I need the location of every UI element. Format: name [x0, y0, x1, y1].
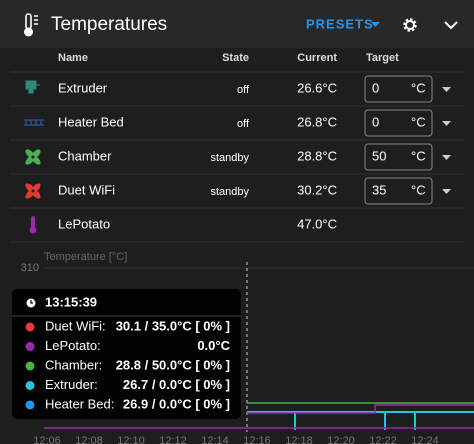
- tooltip-bg: [12, 289, 241, 419]
- presets-button[interactable]: PRESETS: [306, 16, 374, 31]
- x-tick-label: 12:22: [369, 435, 397, 444]
- column-header: Current: [297, 52, 337, 64]
- heater-state: standby: [210, 186, 249, 198]
- lepotato-line: [247, 404, 474, 414]
- fan-hub: [31, 155, 35, 159]
- target-value: 0: [372, 114, 379, 129]
- series-value: 26.9 / 0.0°C [ 0% ]: [123, 396, 230, 411]
- heater-bed-icon: [24, 119, 44, 126]
- target-dropdown[interactable]: [442, 87, 451, 92]
- series-dot: [25, 322, 35, 332]
- x-tick-label: 12:20: [327, 435, 355, 444]
- series-label: Extruder:: [45, 377, 98, 392]
- x-tick-label: 12:06: [33, 435, 61, 444]
- extruder-line: [247, 411, 474, 430]
- target-input[interactable]: [364, 177, 433, 205]
- heater-current: 28.8°C: [297, 148, 337, 163]
- x-tick-label: 12:10: [117, 435, 145, 444]
- heater-state: off: [237, 84, 250, 96]
- target-unit: °C: [411, 114, 426, 129]
- sensor-icon: [31, 216, 35, 229]
- clock-hands: [30, 300, 33, 304]
- series-label: Chamber:: [45, 357, 102, 372]
- target-value: 0: [372, 80, 379, 95]
- heater-state: off: [237, 118, 250, 130]
- target-dropdown[interactable]: [442, 121, 451, 126]
- settings-button[interactable]: [403, 18, 417, 32]
- tooltip-time: 13:15:39: [45, 294, 97, 309]
- y-tick-label: 310: [21, 262, 39, 274]
- heater-name: Extruder: [58, 80, 108, 95]
- heater-name: LePotato: [58, 216, 110, 231]
- heater-name: Heater Bed: [58, 114, 124, 129]
- presets-caret[interactable]: [371, 22, 380, 27]
- heater-current: 30.2°C: [297, 182, 337, 197]
- heater-table: Name State Current Target Extruder off 26.6°C 0…: [10, 52, 464, 243]
- series-dot: [25, 342, 35, 351]
- target-input[interactable]: [364, 75, 433, 103]
- target-dropdown[interactable]: [442, 189, 451, 194]
- x-tick-label: 12:14: [201, 435, 229, 444]
- x-tick-label: 12:12: [159, 435, 187, 444]
- series-value: 26.7 / 0.0°C [ 0% ]: [123, 377, 230, 392]
- column-header: State: [222, 52, 249, 64]
- series-dot: [25, 400, 35, 410]
- series-value: 0.0°C: [197, 338, 230, 353]
- target-value: 35: [372, 182, 386, 197]
- series-label: Heater Bed:: [45, 396, 114, 411]
- x-tick-label: 12:18: [285, 435, 313, 444]
- series-label: Duet WiFi:: [45, 318, 106, 333]
- heater-name: Duet WiFi: [58, 182, 115, 197]
- column-header: Name: [58, 52, 88, 64]
- target-unit: °C: [411, 148, 426, 163]
- panel-title: Temperatures: [51, 14, 167, 35]
- target-input[interactable]: [364, 143, 433, 171]
- x-tick-label: 12:16: [243, 435, 271, 444]
- x-tick-label: 12:24: [411, 435, 439, 444]
- x-tick-label: 12:08: [75, 435, 103, 444]
- header-bar: [0, 0, 474, 48]
- heater-name: Chamber: [58, 148, 112, 163]
- heater-state: standby: [210, 152, 249, 164]
- extruder-icon: [25, 80, 40, 94]
- column-header: Target: [366, 52, 399, 64]
- heater-current: 26.6°C: [297, 80, 337, 95]
- target-unit: °C: [411, 182, 426, 197]
- target-dropdown[interactable]: [442, 155, 451, 160]
- series-dot: [25, 381, 35, 390]
- chart-tooltip: 13:15:39 Duet WiFi: 30.1 / 35.0°C [ 0% ] Le…: [12, 289, 241, 419]
- sensor-icon-bulb: [29, 226, 37, 234]
- series-label: LePotato:: [45, 338, 101, 353]
- thermometer-icon: [24, 13, 38, 37]
- target-unit: °C: [411, 80, 426, 95]
- series-value: 30.1 / 35.0°C [ 0% ]: [116, 318, 230, 333]
- target-input[interactable]: [364, 109, 433, 137]
- heater-current: 47.0°C: [297, 216, 337, 231]
- chart-axis-label: Temperature [°C]: [44, 251, 127, 263]
- series-value: 28.8 / 50.0°C [ 0% ]: [116, 357, 230, 372]
- temperature-chart: Temperature [°C] 310 12:06 12:08 12:10 12:12 1…: [21, 251, 474, 444]
- fan-hub: [31, 189, 35, 193]
- heater-current: 26.8°C: [297, 114, 337, 129]
- collapse-button[interactable]: [444, 21, 458, 30]
- target-value: 50: [372, 148, 386, 163]
- series-dot: [25, 361, 35, 371]
